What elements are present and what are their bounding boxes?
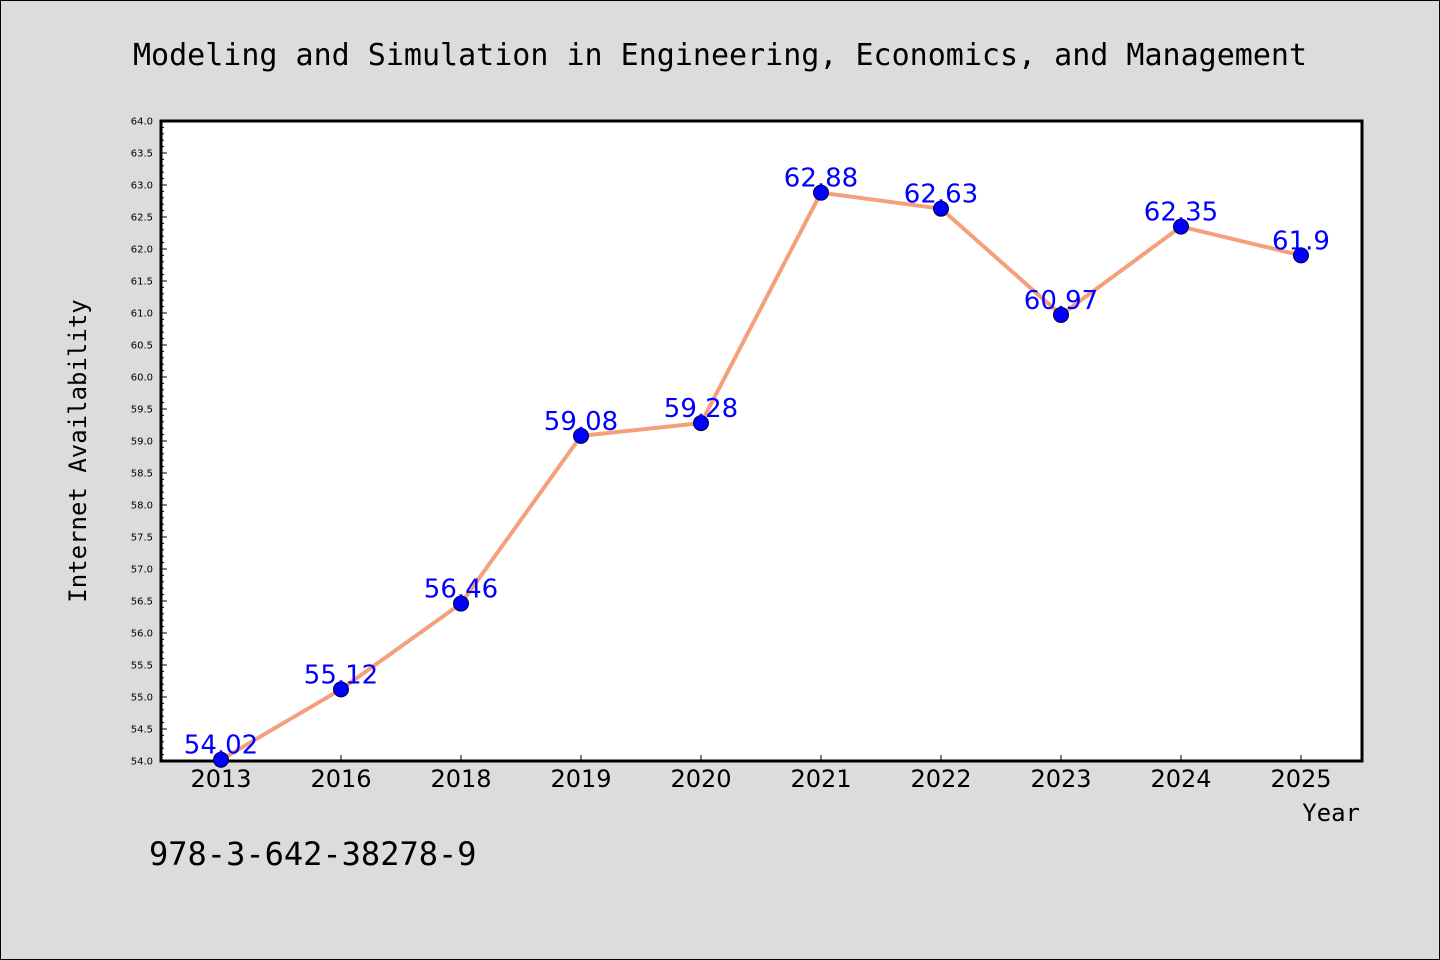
y-tick-label: 58.0 [131, 501, 153, 512]
data-label: 59.28 [664, 394, 738, 424]
y-tick-label: 59.0 [131, 437, 153, 448]
y-tick-label: 56.0 [131, 629, 153, 640]
y-tick-label: 63.5 [131, 149, 153, 160]
y-tick-label: 60.5 [131, 341, 153, 352]
y-tick-label: 62.5 [131, 213, 153, 224]
y-tick-label: 54.0 [131, 757, 153, 768]
y-tick-label: 58.5 [131, 469, 153, 480]
series-line [219, 190, 1302, 762]
data-point [933, 200, 949, 217]
series-layer: 54.02 55.12 56.46 59.08 59.28 62.88 62.63 60.97… [184, 164, 1330, 768]
data-label: 55.12 [304, 660, 378, 690]
y-tick-label: 57.5 [131, 533, 153, 544]
data-label: 60.97 [1024, 286, 1098, 316]
isbn-text: 978-3-642-38278-9 [149, 835, 477, 873]
x-tick-label: 2019 [550, 765, 611, 793]
plot-area [159, 119, 1364, 763]
data-point [1173, 218, 1189, 235]
y-tick-label: 61.0 [131, 309, 153, 320]
y-axis-label: Internet Availability [64, 299, 92, 602]
data-point [693, 415, 709, 432]
y-tick-label: 55.5 [131, 661, 153, 672]
y-tick-label: 56.5 [131, 597, 153, 608]
x-tick-label: 2016 [310, 765, 371, 793]
data-label: 62.63 [904, 180, 978, 210]
chart-title: Modeling and Simulation in Engineering, … [133, 38, 1307, 73]
y-tick-label: 64.0 [131, 117, 153, 128]
y-tick-label: 61.5 [131, 277, 153, 288]
y-tick-label: 60.0 [131, 373, 153, 384]
y-tick-label: 54.5 [131, 725, 153, 736]
x-tick-label: 2022 [910, 765, 971, 793]
data-label: 61.9 [1272, 226, 1330, 256]
data-point [1053, 306, 1069, 323]
x-tick-label: 2024 [1150, 765, 1211, 793]
x-tick-label: 2013 [190, 765, 251, 793]
x-tick-label: 2023 [1030, 765, 1091, 793]
y-tick-label: 57.0 [131, 565, 153, 576]
x-tick-label: 2025 [1270, 765, 1331, 793]
data-point [213, 751, 229, 768]
y-tick-label: 63.0 [131, 181, 153, 192]
data-label: 59.08 [544, 407, 618, 437]
y-tick-label: 59.5 [131, 405, 153, 416]
y-tick-label: 62.0 [131, 245, 153, 256]
data-point [573, 427, 589, 444]
x-tick-label: 2018 [430, 765, 491, 793]
data-point [333, 681, 349, 698]
y-axis-ticks: 54.0 54.5 55.0 55.5 56.0 56.5 57.0 57.5 58.0 58.5… [131, 117, 167, 768]
data-label: 62.35 [1144, 198, 1218, 228]
data-point [813, 184, 829, 201]
x-axis-ticks: 2013 2016 2018 2019 2020 2021 2022 2023 2024 2025 [190, 755, 1332, 793]
data-label: 56.46 [424, 575, 498, 605]
data-point [453, 595, 469, 612]
y-tick-label: 55.0 [131, 693, 153, 704]
x-tick-label: 2020 [670, 765, 731, 793]
data-label: 62.88 [784, 164, 858, 194]
x-tick-label: 2021 [790, 765, 851, 793]
data-label: 54.02 [184, 731, 258, 761]
data-point [1293, 247, 1309, 264]
x-axis-label: Year [1302, 799, 1360, 827]
